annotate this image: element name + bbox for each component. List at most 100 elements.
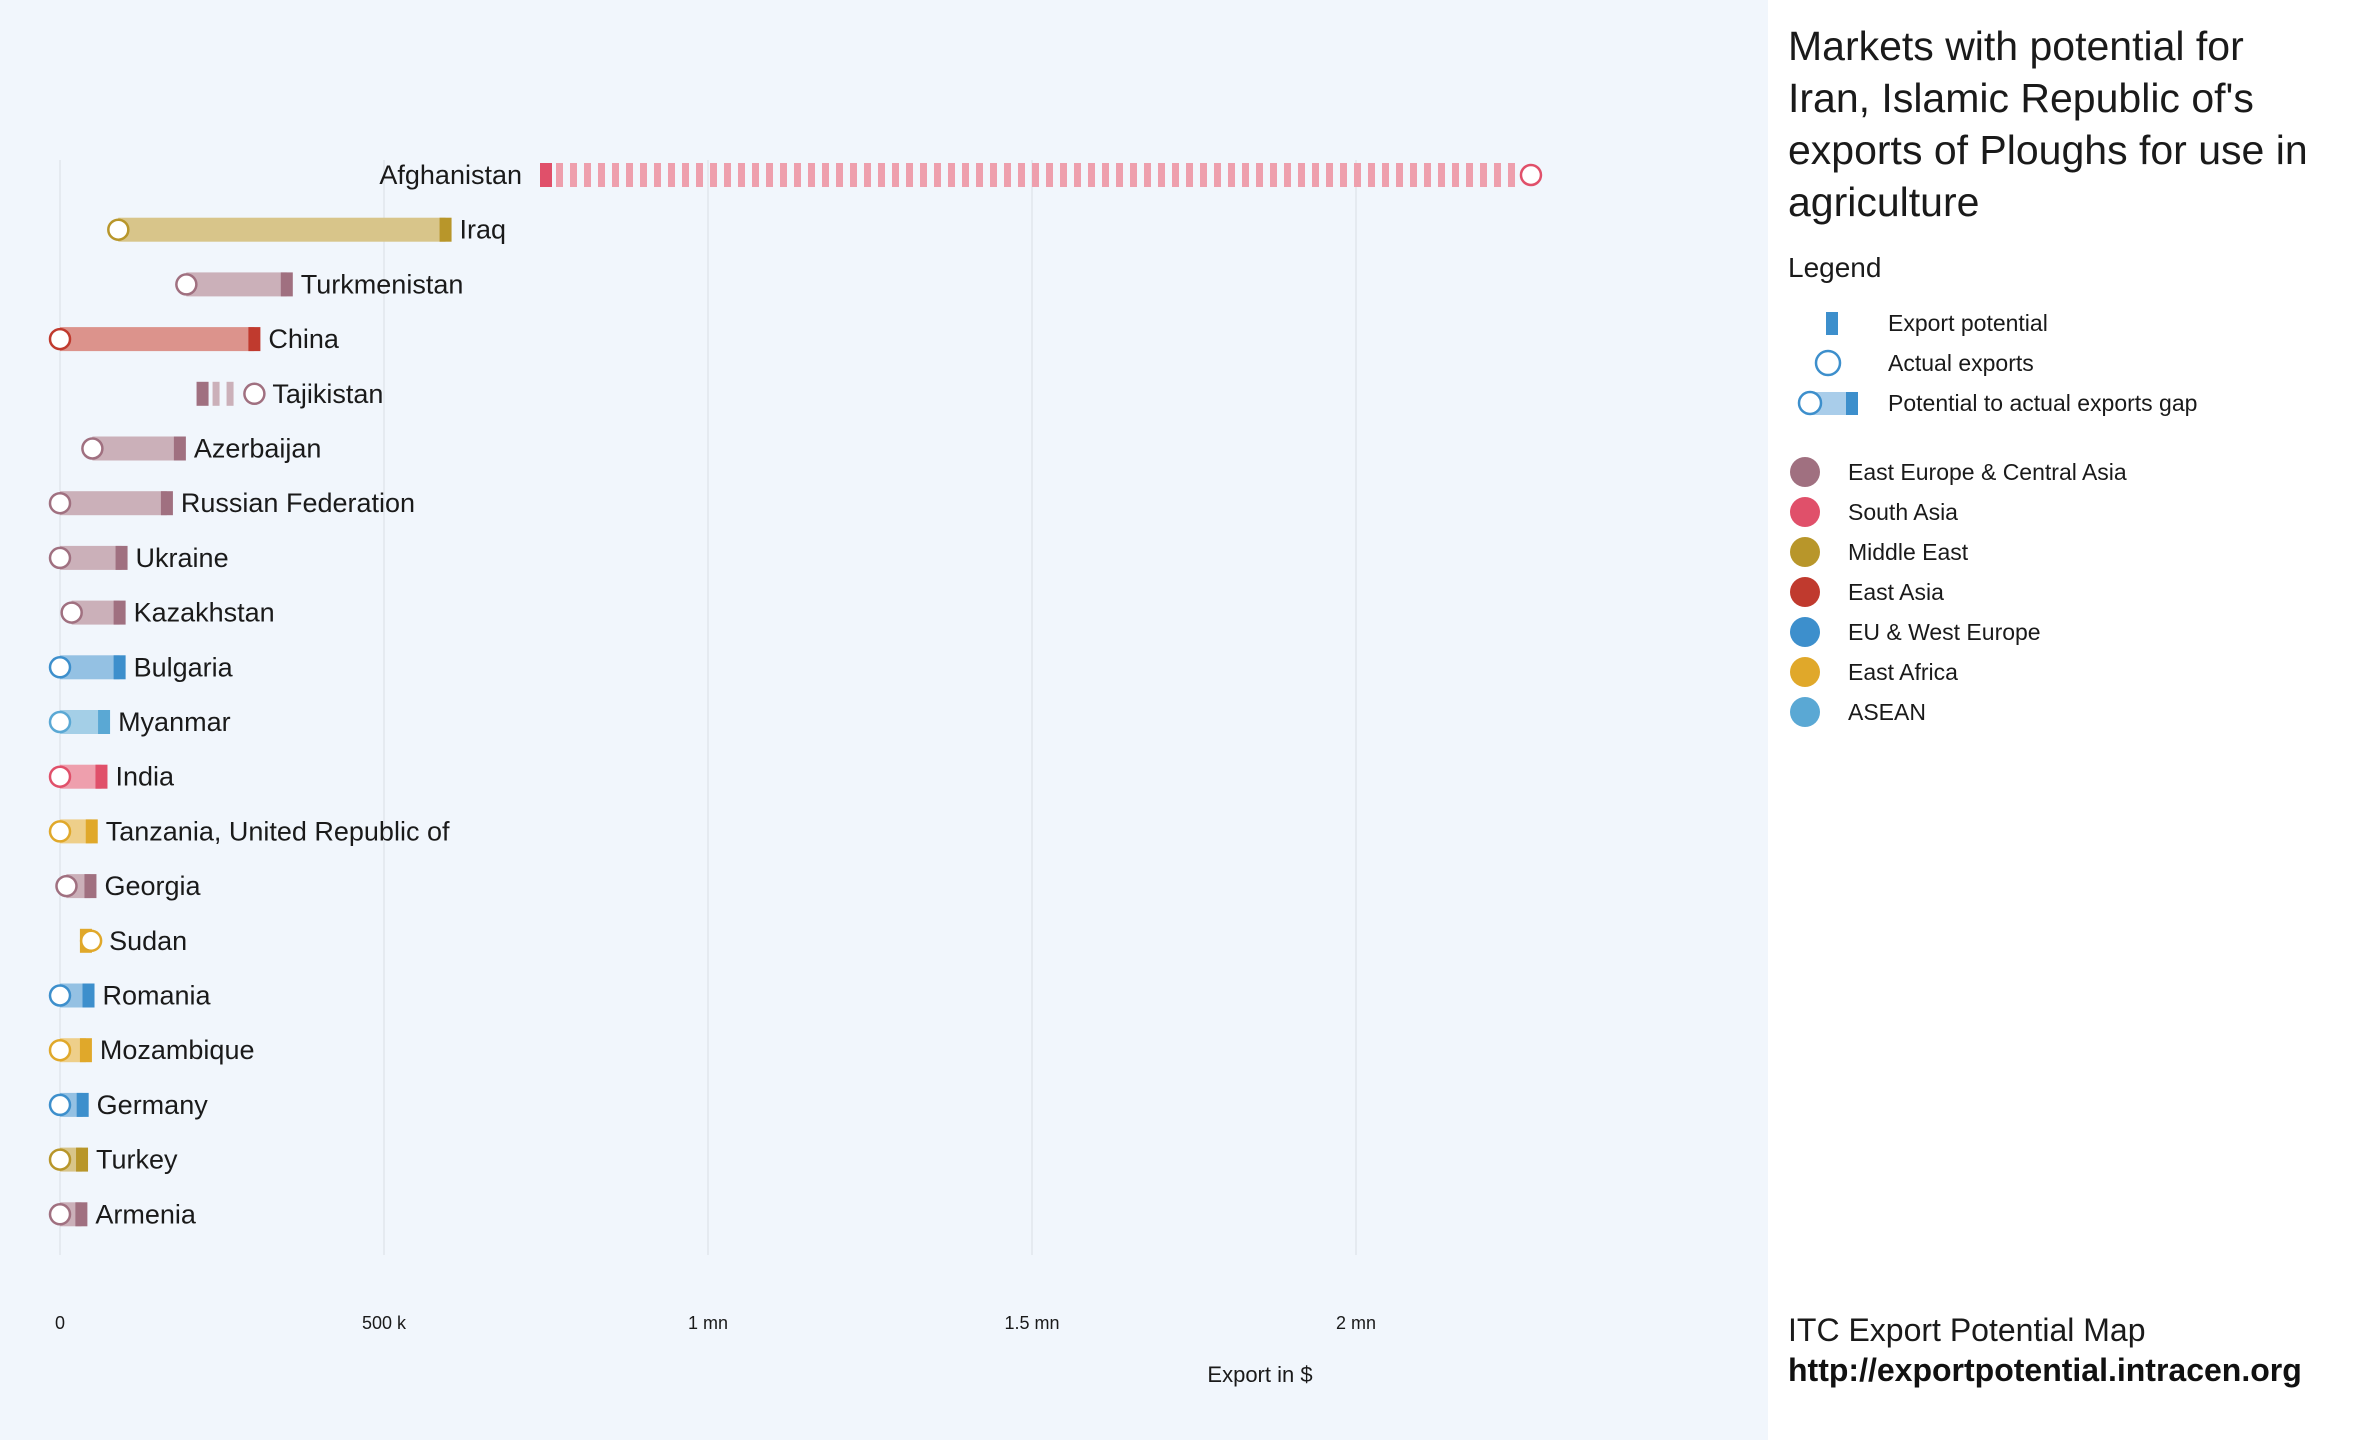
legend-item-gap: Potential to actual exports gap <box>1788 383 2348 423</box>
legend-region-south-asia: South Asia <box>1788 492 2348 532</box>
country-label: Turkey <box>96 1145 178 1175</box>
x-tick-label: 2 mn <box>1336 1313 1376 1333</box>
potential-marker <box>248 327 261 352</box>
gap-segment <box>1116 163 1123 187</box>
gap-segment <box>1480 163 1487 187</box>
gap-segment <box>794 163 801 187</box>
actual-marker <box>107 218 130 241</box>
gap-segment <box>1032 163 1039 187</box>
x-tick-label: 1 mn <box>688 1313 728 1333</box>
gap-segment <box>934 163 941 187</box>
footer-source-name: ITC Export Potential Map <box>1788 1312 2146 1348</box>
gap-segment <box>878 163 885 187</box>
legend-title: Legend <box>1788 252 1882 283</box>
gap-segment <box>906 163 913 187</box>
gap-segment <box>226 381 234 406</box>
gap-segment <box>1382 163 1389 187</box>
gap-segment <box>1242 163 1249 187</box>
potential-marker <box>196 381 209 406</box>
potential-marker <box>85 819 98 844</box>
gap-segment <box>1158 163 1165 187</box>
actual-marker <box>243 382 266 406</box>
region-color-icon <box>1790 457 1820 487</box>
region-label: ASEAN <box>1848 698 1926 725</box>
country-label: China <box>268 324 340 354</box>
potential-marker <box>76 1092 89 1117</box>
region-label: East Asia <box>1848 578 1944 605</box>
region-label: East Europe & Central Asia <box>1848 458 2127 485</box>
gap-segment <box>948 163 955 187</box>
gap-segment <box>920 163 927 187</box>
legend-region-east-europe-central-asia: East Europe & Central Asia <box>1788 452 2348 492</box>
potential-marker <box>82 983 95 1008</box>
country-label: Azerbaijan <box>194 434 322 464</box>
actual-marker <box>48 820 72 843</box>
country-label: Iraq <box>460 215 507 245</box>
gap-segment <box>1256 163 1263 187</box>
gap-segment <box>962 163 969 187</box>
gap-segment <box>1228 163 1235 187</box>
country-label: Tajikistan <box>272 379 383 409</box>
actual-marker <box>48 1038 72 1062</box>
actual-marker <box>48 1093 72 1117</box>
gap-segment <box>1466 163 1473 187</box>
actual-marker <box>79 929 103 953</box>
gap-segment <box>1130 163 1137 187</box>
region-color-icon <box>1790 577 1820 607</box>
gap-segment <box>850 163 857 187</box>
gap-bar <box>60 491 167 516</box>
market-row <box>81 436 186 461</box>
gap-segment <box>1312 163 1319 187</box>
x-axis-ticks: 0 500 k 1 mn 1.5 mn 2 mn <box>55 1313 1376 1333</box>
gap-segment <box>696 163 703 187</box>
market-row <box>48 1202 88 1227</box>
country-label: Georgia <box>104 871 201 901</box>
gridlines <box>59 160 1357 1255</box>
chart-title: Markets with potential for Iran, Islamic… <box>1788 23 2308 225</box>
gap-segment <box>990 163 997 187</box>
market-row <box>79 928 103 953</box>
gap-segment <box>1494 163 1501 187</box>
potential-marker <box>84 874 97 899</box>
footer-source-link[interactable]: http://exportpotential.intracen.org <box>1788 1352 2302 1388</box>
legend-label: Export potential <box>1888 309 2048 336</box>
market-row <box>48 819 98 844</box>
legend-region-eu-west-europe: EU & West Europe <box>1788 612 2348 652</box>
gap-bar <box>92 436 180 461</box>
gap-segment <box>1354 163 1361 187</box>
gap-segment <box>738 163 745 187</box>
potential-marker <box>280 272 293 297</box>
actual-marker <box>175 273 198 296</box>
country-label: Germany <box>97 1090 209 1120</box>
gap-segment <box>1018 163 1025 187</box>
country-label: Myanmar <box>118 707 231 737</box>
gap-segment <box>1088 163 1095 187</box>
country-label: Romania <box>103 981 212 1011</box>
potential-marker <box>173 436 186 461</box>
gap-segment <box>1396 163 1403 187</box>
actual-marker-icon <box>1788 343 1888 383</box>
market-row <box>60 600 126 625</box>
region-label: EU & West Europe <box>1848 618 2041 645</box>
legend-region-asean: ASEAN <box>1788 692 2348 732</box>
country-label: Afghanistan <box>379 160 522 190</box>
gap-segment <box>1452 163 1459 187</box>
market-row <box>48 1147 89 1172</box>
gap-segment <box>752 163 759 187</box>
country-labels: Afghanistan Iraq Turkmenistan China Tajikist… <box>95 160 522 1229</box>
actual-marker <box>48 656 72 679</box>
actual-marker <box>48 984 72 1007</box>
gap-segment <box>864 163 871 187</box>
potential-marker-icon <box>1788 303 1888 343</box>
gap-segment <box>1326 163 1333 187</box>
region-color-icon <box>1790 657 1820 687</box>
actual-marker <box>48 710 72 734</box>
x-tick-label: 1.5 mn <box>1004 1313 1059 1333</box>
gap-bar <box>118 217 446 242</box>
country-label: Mozambique <box>100 1035 255 1065</box>
gap-segment <box>682 163 689 187</box>
region-color-icon <box>1790 497 1820 527</box>
actual-marker <box>81 437 104 460</box>
gap-segment <box>1410 163 1417 187</box>
gap-segment <box>626 163 633 187</box>
